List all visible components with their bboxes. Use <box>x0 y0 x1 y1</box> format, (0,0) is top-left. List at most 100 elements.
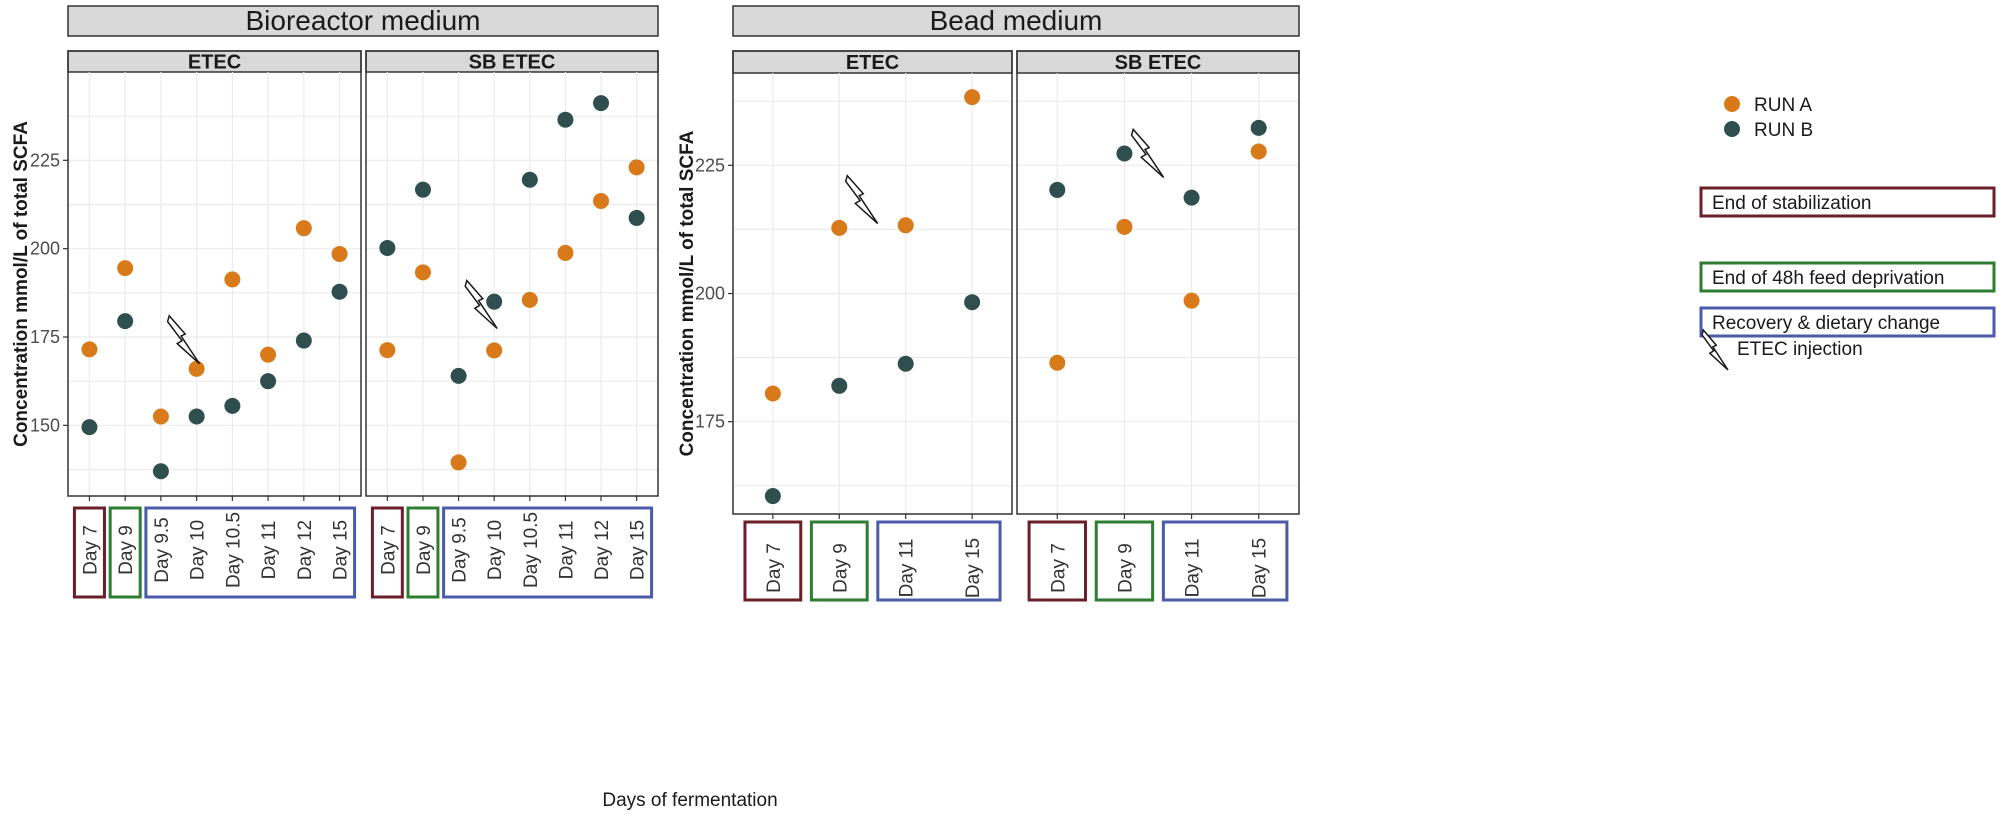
panel-border <box>732 50 1013 515</box>
run-b-point <box>295 332 312 349</box>
run-a-point <box>379 342 396 359</box>
run-b-point <box>521 171 538 188</box>
run-b-point <box>831 377 848 394</box>
y-tick-label: 175 <box>30 327 60 347</box>
panel-border <box>1016 50 1300 515</box>
x-tick-label: Day 11 <box>259 521 280 580</box>
run-b-point <box>964 294 981 311</box>
run-a-point <box>628 159 645 176</box>
phase-box-stabilization <box>72 506 106 599</box>
y-tick-label: 225 <box>695 155 725 175</box>
run-b-point <box>224 397 241 414</box>
run-a-point <box>964 89 981 106</box>
phase-box-feed-deprivation <box>1094 520 1155 602</box>
legend-label: RUN B <box>1754 120 1813 141</box>
facet-title: ETEC <box>846 52 899 74</box>
run-b-point <box>450 367 467 384</box>
legend-lightning-bolt-icon <box>1701 328 1729 371</box>
x-tick-label: Day 7 <box>80 525 101 575</box>
run-a-point <box>260 346 277 363</box>
group-title: Bioreactor medium <box>246 5 481 36</box>
x-tick-label: Day 11 <box>556 521 577 580</box>
run-a-point <box>450 454 467 471</box>
y-tick-label: 200 <box>695 284 725 304</box>
etec-injection-bolt-icon <box>464 278 498 330</box>
y-axis-label: Concentration mmol/L of total SCFA <box>677 130 698 456</box>
run-a-point <box>831 219 848 236</box>
legend-box-label: End of 48h feed deprivation <box>1712 268 1944 289</box>
x-tick-label: Day 15 <box>628 520 649 580</box>
x-tick-label: Day 10 <box>188 520 209 580</box>
etec-injection-bolt-icon <box>166 314 201 365</box>
legend-key-run-a <box>1724 96 1740 112</box>
run-a-point <box>897 217 914 234</box>
run-b-point <box>188 408 205 425</box>
run-b-point <box>1183 189 1200 206</box>
run-a-point <box>1250 143 1267 160</box>
run-a-point <box>152 408 169 425</box>
run-b-point <box>1116 145 1133 162</box>
phase-box-feed-deprivation <box>406 506 440 599</box>
x-tick-label: Day 10.5 <box>223 512 244 588</box>
legend-key-run-b <box>1724 121 1740 137</box>
run-a-point <box>188 360 205 377</box>
run-b-point <box>260 373 277 390</box>
legend-label: RUN A <box>1754 95 1812 116</box>
run-a-point <box>1116 218 1133 235</box>
phase-box-recovery <box>876 520 1002 602</box>
run-b-point <box>331 283 348 300</box>
etec-injection-bolt-icon <box>844 174 879 225</box>
x-tick-label: Day 10 <box>485 520 506 580</box>
panel-border <box>67 50 362 497</box>
run-a-point <box>414 264 431 281</box>
run-b-point <box>414 181 431 198</box>
run-b-point <box>486 293 503 310</box>
x-tick-label: Day 9 <box>116 525 137 575</box>
run-b-point <box>379 239 396 256</box>
x-tick-label: Day 7 <box>378 525 399 575</box>
x-tick-label: Day 9 <box>1115 543 1136 593</box>
run-b-point <box>557 111 574 128</box>
run-b-point <box>81 419 98 436</box>
phase-box-feed-deprivation <box>108 506 142 599</box>
x-tick-label: Day 12 <box>295 520 316 580</box>
x-tick-label: Day 15 <box>1250 538 1271 598</box>
facet-title: ETEC <box>188 52 241 74</box>
y-tick-label: 225 <box>30 150 60 170</box>
facet-title: SB ETEC <box>1115 52 1202 74</box>
run-b-point <box>593 95 610 112</box>
legend-box <box>1699 306 1996 338</box>
legend-box <box>1699 261 1996 293</box>
legend-box-label: End of stabilization <box>1712 193 1872 214</box>
y-tick-label: 150 <box>30 415 60 435</box>
run-a-point <box>224 271 241 288</box>
phase-box-recovery <box>1161 520 1289 602</box>
x-tick-label: Day 7 <box>1048 543 1069 593</box>
y-axis-label: Concentration mmol/L of total SCFA <box>11 121 32 447</box>
run-b-point <box>764 488 781 505</box>
etec-injection-bolt-icon <box>1130 127 1165 178</box>
phase-box-recovery <box>442 506 654 599</box>
run-b-point <box>628 209 645 226</box>
x-tick-label: Day 9 <box>414 525 435 575</box>
run-b-point <box>1250 119 1267 136</box>
x-tick-label: Day 12 <box>592 520 613 580</box>
x-axis-label: Days of fermentation <box>602 790 777 811</box>
phase-box-recovery <box>144 506 357 599</box>
run-a-point <box>1183 292 1200 309</box>
run-a-point <box>593 192 610 209</box>
legend-box-label: Recovery & dietary change <box>1712 313 1940 334</box>
group-title: Bead medium <box>930 5 1103 36</box>
facet-title: SB ETEC <box>469 52 556 74</box>
panel-border <box>365 50 659 497</box>
legend-box <box>1699 186 1996 218</box>
phase-box-feed-deprivation <box>809 520 869 602</box>
x-tick-label: Day 15 <box>963 538 984 598</box>
run-a-point <box>117 260 134 277</box>
x-tick-label: Day 9 <box>830 543 851 593</box>
run-a-point <box>331 245 348 262</box>
x-tick-label: Day 9.5 <box>152 517 173 582</box>
run-a-point <box>557 244 574 261</box>
run-a-point <box>486 342 503 359</box>
